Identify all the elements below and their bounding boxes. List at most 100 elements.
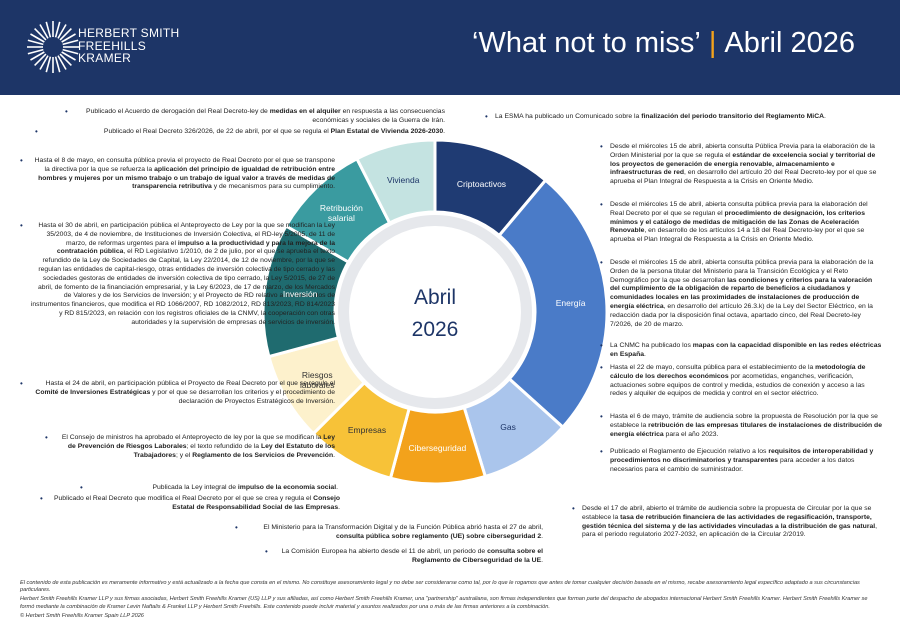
text-run: Publicado el Real Decreto que modifica e… (53, 495, 314, 502)
text-run: La CNMC ha publicado los (610, 342, 693, 349)
title-text: ‘What not to miss’ (472, 27, 701, 59)
news-item: El Consejo de ministros ha aprobado el A… (45, 434, 335, 460)
text-run: Publicada la Ley integral de (152, 484, 238, 491)
text-run: El Ministerio para la Transformación Dig… (263, 524, 543, 531)
emphasis: Reglamento de los Servicios de Prevenció… (192, 451, 334, 459)
news-item: Hasta el 30 de abril, en participación p… (20, 222, 335, 328)
text-run: Hasta el 24 de abril, en participación p… (45, 380, 335, 387)
footer-text: El contenido de esta publicación es mera… (20, 580, 860, 594)
news-item: La Comisión Europea ha abierto desde el … (265, 548, 543, 566)
footer-text: © Herbert Smith Freehills Kramer Spain L… (20, 612, 144, 619)
emphasis: consulta sobre el Reglamento de Ciberseg… (411, 548, 543, 564)
segment-label: Ciberseguridad (408, 442, 467, 453)
text-run: ; y el (175, 451, 193, 459)
donut-segment (497, 178, 609, 430)
text-run: y por el que se desarrollan los criterio… (150, 388, 335, 405)
text-run: . (644, 350, 646, 358)
segment-label: Vivienda (387, 174, 420, 185)
emphasis: las condiciones y criterios para la valo… (610, 276, 873, 310)
logo-ray (54, 21, 61, 38)
text-run: , en desarrollo de los artículos 14 a 18… (610, 227, 865, 244)
text-run: . (541, 556, 543, 564)
news-item: Publicado el Reglamento de Ejecución rel… (600, 448, 882, 474)
footer: El contenido de esta publicación es mera… (20, 580, 880, 622)
logo-ray (30, 33, 45, 43)
segment-label: Retribución salarial (319, 203, 363, 224)
logo-ray (45, 21, 52, 38)
text-run: Hasta el 22 de mayo, consulta pública pa… (610, 364, 816, 371)
text-run: Hasta el 6 de mayo, trámite de audiencia… (610, 413, 878, 429)
text-run: Desde el 17 de abril, abierto el trámite… (582, 505, 872, 521)
text-run: Hasta el 8 de mayo, en consulta pública … (34, 157, 335, 173)
text-run: y de mecanismos para su cumplimiento. (211, 183, 335, 191)
emphasis: tasa de retribución financiera de las ac… (582, 513, 876, 530)
center-disc (349, 226, 521, 398)
text-run: . (333, 451, 335, 459)
text-run: . (541, 532, 543, 540)
segment-label: Energía (555, 297, 586, 308)
text-run: Publicado el Acuerdo de derogación del R… (86, 108, 270, 115)
logo-ray (61, 51, 76, 61)
title-separator: | (708, 27, 717, 59)
text-run: por acometidas, enganches, verificación,… (610, 372, 865, 398)
segment-label: Empresas (347, 424, 387, 435)
logo-ray (39, 55, 49, 70)
emphasis: procedimiento de designación, los criter… (610, 209, 865, 235)
logo-ray (61, 33, 76, 43)
text-run: . (338, 503, 340, 511)
text-run: en respuesta a las consecuencias económi… (312, 108, 445, 124)
center-line: 2026 (411, 318, 459, 341)
logo-ray (34, 28, 47, 41)
text-run: El Consejo de ministros ha aprobado el A… (61, 434, 324, 441)
logo-ray (59, 28, 72, 41)
emphasis: impulso de la economía social (237, 484, 337, 491)
logo-ray (34, 53, 47, 66)
title-date: Abril 2026 (724, 27, 855, 59)
news-item: Desde el miércoles 15 de abril, abierta … (600, 143, 882, 187)
logo-ray (59, 53, 72, 66)
news-item: Hasta el 24 de abril, en participación p… (20, 380, 335, 406)
news-item: La CNMC ha publicado los mapas con la ca… (600, 342, 882, 360)
header: HERBERT SMITH FREEHILLS KRAMER ‘What not… (0, 0, 900, 95)
logo-ray (39, 24, 49, 39)
emphasis: Plan Estatal de Vivienda 2026-2030 (330, 128, 444, 135)
text-run: . (824, 113, 826, 120)
news-item: La ESMA ha publicado un Comunicado sobre… (485, 113, 875, 122)
emphasis: aplicación del principio de igualdad de … (38, 165, 335, 191)
emphasis: consulta pública sobre reglamento (UE) s… (336, 532, 542, 540)
logo-ray (45, 56, 52, 73)
news-item: Publicado el Real Decreto 326/2026, de 2… (35, 128, 445, 137)
emphasis: Comité de Inversiones Estratégicas (35, 388, 151, 396)
news-item: Desde el 17 de abril, abierto el trámite… (572, 505, 882, 540)
text-run: Desde el miércoles 15 de abril, abierta … (610, 201, 868, 217)
logo-ray (27, 39, 44, 46)
text-run: . (336, 484, 338, 491)
text-run: ; el texto refundido de la (186, 442, 261, 450)
logo-text: HERBERT SMITH FREEHILLS KRAMER (78, 27, 179, 65)
news-item: Desde el miércoles 15 de abril, abierta … (600, 201, 882, 245)
logo-ray (30, 51, 45, 61)
emphasis: Ley del Estatuto de los Trabajadores (133, 442, 335, 459)
emphasis: mapas con la capacidad disponible en las… (610, 342, 882, 358)
emphasis: requisitos de interoperabilidad y proced… (610, 448, 874, 464)
center-text: Abril 2026 (385, 282, 485, 346)
emphasis: Ley de Prevención de Riesgos Laborales (67, 434, 335, 450)
footer-text: Herbert Smith Freehills Kramer LLP y sus… (20, 596, 868, 610)
logo-ray (62, 39, 79, 46)
logo-ray (57, 24, 67, 39)
text-run: Publicado el Real Decreto 326/2026, de 2… (103, 128, 331, 135)
donut-segment (354, 138, 437, 225)
emphasis: Consejo Estatal de Responsabilidad Socia… (172, 495, 340, 511)
text-run: Hasta el 30 de abril, en participación p… (38, 222, 335, 247)
text-run: La ESMA ha publicado un Comunicado sobre… (495, 113, 642, 120)
logo-line: FREEHILLS (78, 38, 147, 53)
news-item: El Ministerio para la Transformación Dig… (235, 524, 543, 542)
news-item: Desde el miércoles 15 de abril, abierta … (600, 259, 882, 329)
text-run: para el año 2023. (663, 430, 719, 438)
emphasis: finalización del periodo transitorio del… (641, 113, 825, 120)
text-run: , el RD Legislativo 1/2010, de 2 de juli… (30, 248, 335, 326)
text-run: , en desarrollo del artículo 20 del Real… (610, 169, 877, 186)
segment-label: Inversión (282, 289, 318, 300)
text-run: Desde el miércoles 15 de abril, abierta … (610, 259, 874, 284)
